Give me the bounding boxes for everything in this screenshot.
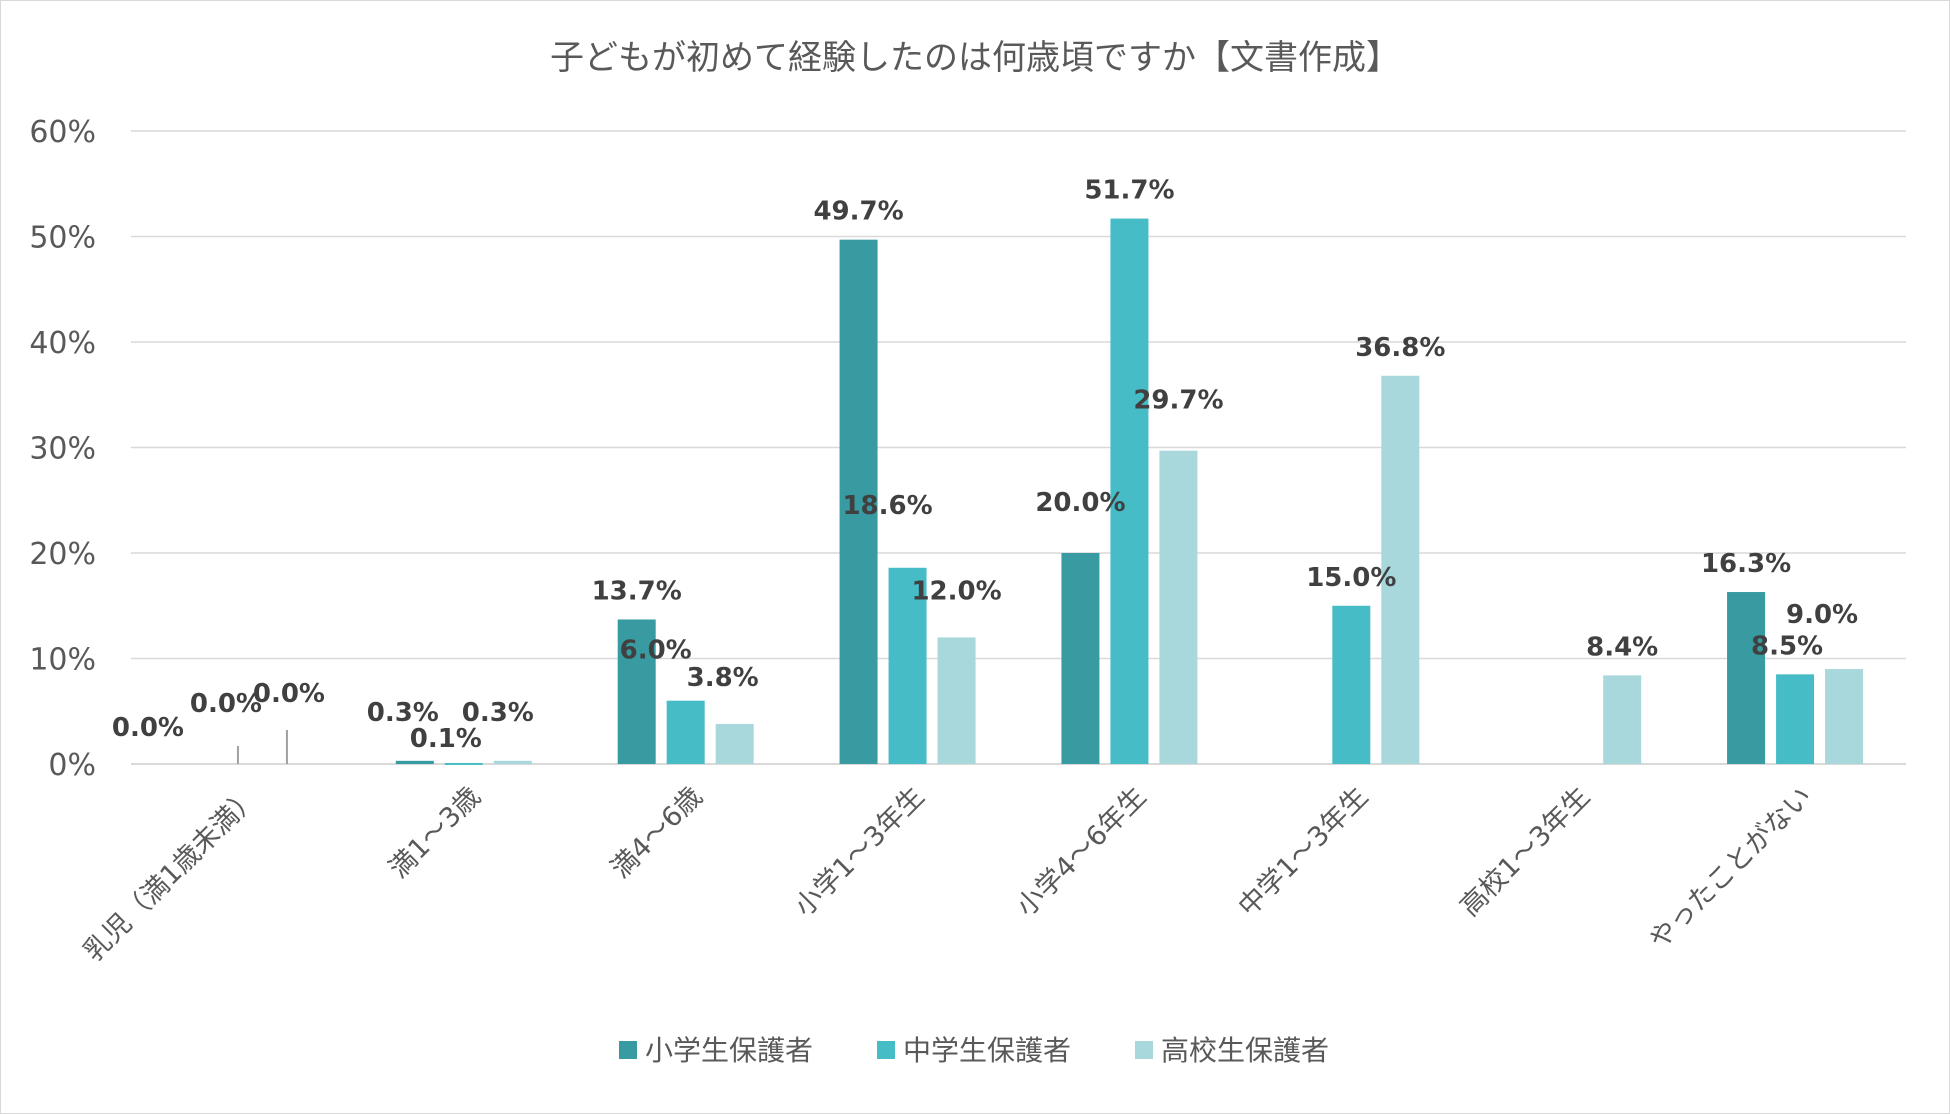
bar [888, 567, 927, 764]
bar [444, 762, 483, 765]
y-tick-label: 0% [48, 748, 96, 783]
data-label: 0.0% [112, 713, 184, 743]
bar [395, 760, 434, 764]
data-label: 9.0% [1786, 600, 1858, 630]
data-label: 6.0% [620, 636, 692, 666]
data-label: 8.5% [1751, 631, 1823, 661]
data-label: 12.0% [911, 576, 1001, 606]
legend-label: 中学生保護者 [903, 1034, 1071, 1067]
data-label: 0.0% [253, 679, 325, 709]
bar [1110, 218, 1149, 764]
bar [1061, 553, 1100, 764]
x-tick-label: 小学1～3年生 [789, 781, 931, 923]
data-label: 3.8% [687, 663, 759, 693]
legend-label: 高校生保護者 [1161, 1034, 1329, 1067]
data-labels: 0.0%0.0%0.0%0.3%0.1%0.3%13.7%6.0%3.8%49.… [112, 176, 1858, 754]
data-label: 51.7% [1084, 176, 1174, 206]
data-label: 36.8% [1355, 333, 1445, 363]
legend: 小学生保護者 中学生保護者 高校生保護者 [619, 1034, 1329, 1067]
x-axis: 乳児（満1歳未満） 満1～3歳 満4～6歳 小学1～3年生 小学4～6年生 中学1～3年生… [78, 781, 1818, 968]
y-tick-label: 40% [29, 326, 96, 361]
data-label: 8.4% [1586, 632, 1658, 662]
x-tick-label: 高校1～3年生 [1454, 781, 1596, 923]
bar [839, 239, 878, 765]
bar [617, 619, 656, 764]
x-tick-label: やったことがない [1643, 781, 1818, 956]
data-label: 20.0% [1035, 488, 1125, 518]
y-tick-label: 10% [29, 643, 96, 678]
y-tick-label: 50% [29, 221, 96, 256]
y-tick-label: 60% [29, 115, 96, 150]
y-tick-label: 30% [29, 432, 96, 467]
bar [666, 700, 705, 764]
bars [236, 218, 1864, 765]
bar [1159, 450, 1198, 764]
data-label: 18.6% [842, 491, 932, 521]
bar [1825, 669, 1864, 764]
data-label: 15.0% [1306, 563, 1396, 593]
x-tick-label: 満1～3歳 [383, 781, 486, 884]
x-tick-label: 満4～6歳 [605, 781, 708, 884]
data-label: 16.3% [1701, 549, 1791, 579]
bar [715, 723, 754, 764]
x-tick-label: 乳児（満1歳未満） [78, 781, 265, 968]
data-label: 0.3% [462, 698, 534, 728]
y-axis: 0% 10% 20% 30% 40% 50% 60% [29, 115, 96, 783]
legend-swatch [619, 1041, 637, 1059]
bar [1381, 375, 1420, 764]
legend-label: 小学生保護者 [645, 1034, 813, 1067]
data-label: 0.0% [190, 689, 262, 719]
bar [493, 760, 532, 764]
bar [937, 637, 976, 764]
legend-swatch [877, 1041, 895, 1059]
data-label: 13.7% [592, 576, 682, 606]
x-tick-label: 中学1～3年生 [1233, 781, 1375, 923]
data-label: 49.7% [813, 197, 903, 227]
y-tick-label: 20% [29, 537, 96, 572]
data-label: 29.7% [1133, 386, 1223, 416]
data-label: 0.1% [410, 724, 482, 754]
data-label: 0.3% [367, 698, 439, 728]
bar [1727, 592, 1766, 764]
bar [1603, 675, 1642, 764]
x-tick-label: 小学4～6年生 [1011, 781, 1153, 923]
bar [1776, 674, 1815, 764]
legend-swatch [1135, 1041, 1153, 1059]
gridlines [131, 130, 1906, 765]
bar [1332, 605, 1371, 764]
chart-title: 子どもが初めて経験したのは何歳頃ですか【文書作成】 [550, 38, 1400, 78]
